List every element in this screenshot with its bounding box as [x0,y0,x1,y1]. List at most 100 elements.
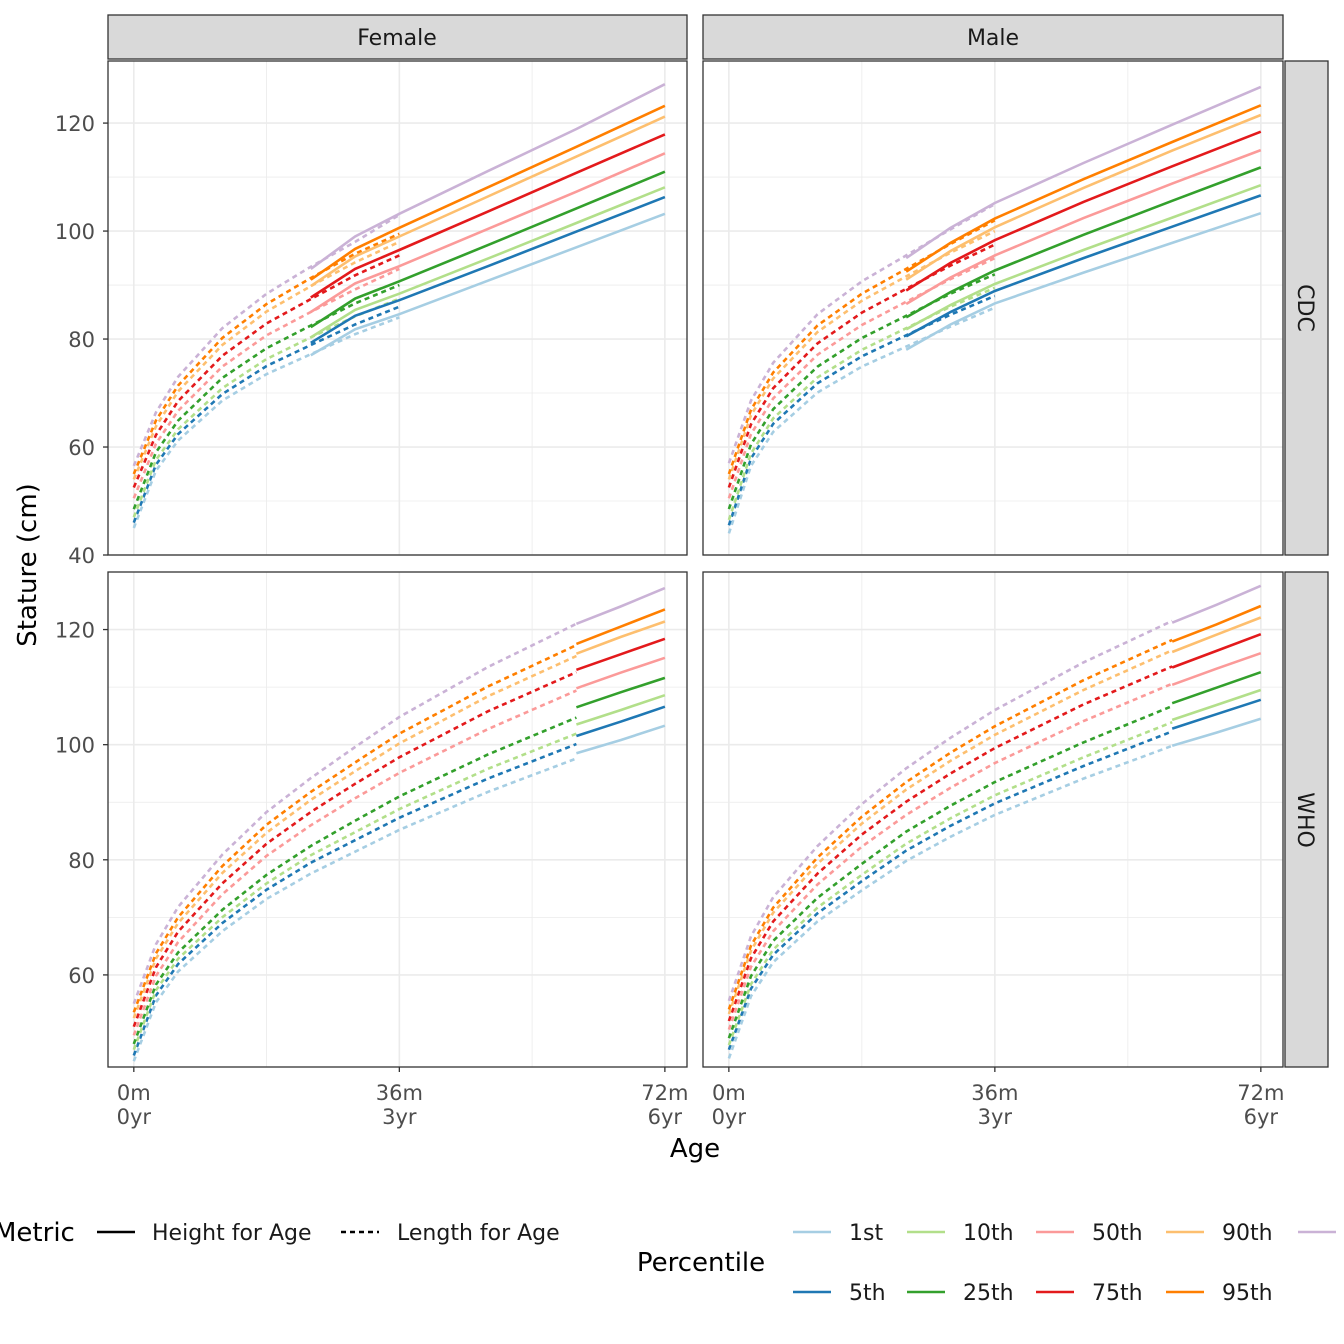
strip-who-bg [1284,571,1329,1068]
height-for-age-line-male-who-p5 [1171,632,1262,669]
height-for-age-line-male-cdc-p8 [905,85,1262,260]
y-tick-label: 100 [55,220,95,244]
height-for-age-line-male-who-p4 [1171,651,1262,687]
x-tick-label-line1: 72m [641,1081,688,1105]
height-for-age-line-female-cdc-p5 [310,133,666,299]
height-for-age-line-male-cdc-p6 [905,113,1262,281]
strip-male-label: Male [967,26,1019,51]
height-for-age-line-male-cdc-p0 [905,211,1262,351]
length-for-age-line-male-who-p8 [727,619,1173,1002]
height-for-age-line-male-who-p8 [1171,584,1262,624]
height-for-age-line-female-cdc-p0 [310,212,666,357]
length-for-age-line-female-who-p8 [132,622,577,1005]
y-tick-label: 80 [68,849,95,873]
height-for-age-line-female-who-p0 [576,724,666,755]
panel-male-cdc [702,60,1284,556]
x-tick-label-line1: 0m [712,1081,746,1105]
legend-label-percentile-7: 95th [1222,1281,1273,1306]
legend-label-percentile-5: 75th [1092,1281,1143,1306]
length-for-age-line-female-cdc-p2 [132,297,400,518]
length-for-age-line-female-cdc-p6 [132,240,400,480]
height-for-age-line-female-cdc-p7 [310,104,666,281]
x-tick-label-line2: 0yr [712,1105,747,1129]
height-for-age-line-male-who-p2 [1171,688,1262,722]
height-for-age-line-male-cdc-p5 [905,130,1262,292]
x-tick-label-line1: 72m [1237,1081,1284,1105]
length-for-age-line-female-cdc-p4 [132,267,400,499]
height-for-age-line-female-who-p2 [575,693,666,726]
legend-percentile-items: 1st 5th 10th 25th 50th 75th 90th 95th [793,1221,1336,1306]
length-for-age-line-male-who-p3 [727,704,1173,1039]
length-for-age-line-female-cdc-p0 [132,316,400,529]
panel-bg-male-cdc [703,61,1283,555]
height-for-age-line-female-cdc-p3 [310,170,666,329]
height-for-age-line-female-who-p5 [575,637,666,672]
x-tick-label-line2: 3yr [382,1105,417,1129]
y-tick-label: 120 [55,619,95,643]
length-for-age-line-male-who-p1 [727,730,1173,1051]
panel-border-male-who [702,571,1284,1068]
length-for-age-line-male-who-p0 [727,744,1173,1059]
length-for-age-line-female-cdc-p3 [132,283,400,510]
legend-label-percentile-6: 90th [1222,1221,1273,1246]
height-for-age-line-female-cdc-p2 [310,186,666,339]
height-for-age-line-female-who-p8 [575,586,666,626]
y-tick-label: 80 [68,328,95,352]
legend-metric-title: Metric [0,1218,75,1248]
length-for-age-line-female-who-p4 [132,689,577,1036]
length-for-age-line-female-who-p3 [132,716,577,1045]
x-tick-label-line2: 6yr [648,1105,683,1129]
length-for-age-line-male-who-p5 [727,665,1173,1022]
strip-male-bg [702,14,1284,60]
height-for-age-line-female-who-p3 [575,676,666,709]
strip-female-bg [107,14,688,60]
x-tick-label-line2: 6yr [1244,1105,1279,1129]
x-tick-label-line1: 36m [376,1081,423,1105]
length-for-age-line-female-who-p1 [132,742,577,1056]
strip-cdc-label: CDC [1292,284,1317,332]
length-for-age-line-female-cdc-p5 [132,254,400,489]
x-tick-label-line2: 0yr [117,1105,152,1129]
height-for-age-line-male-cdc-p1 [905,194,1262,338]
length-for-age-line-female-who-p6 [132,654,577,1019]
y-axis-title: Stature (cm) [13,483,43,647]
facet-panels: 40608010012060801001200m0yr36m3yr72m6yr0… [55,60,1284,1129]
height-for-age-line-female-cdc-p6 [310,115,666,288]
x-tick-label-line1: 36m [971,1081,1018,1105]
legend-label-percentile-2: 10th [963,1221,1014,1246]
panel-female-cdc: 40 60 80 100 120 [55,60,688,568]
height-for-age-line-female-cdc-p4 [310,152,666,314]
height-for-age-line-male-cdc-p3 [905,166,1262,319]
height-for-age-line-male-cdc-p2 [905,183,1262,331]
height-for-age-line-female-who-p6 [575,620,666,655]
strip-who-label: WHO [1292,792,1317,848]
height-for-age-line-female-who-p1 [575,705,666,738]
height-for-age-line-female-cdc-p1 [310,195,666,344]
y-tick-label: 40 [68,544,95,568]
legend-label-percentile-3: 25th [963,1281,1014,1306]
height-for-age-line-male-cdc-p7 [905,104,1262,273]
height-for-age-line-female-who-p4 [575,656,666,690]
height-for-age-line-male-who-p7 [1171,604,1262,643]
height-for-age-line-male-who-p0 [1171,717,1262,748]
height-for-age-line-male-who-p3 [1171,670,1262,705]
panel-bg-female-who [108,572,687,1067]
length-for-age-line-female-cdc-p7 [132,232,400,475]
length-for-age-line-male-who-p2 [727,720,1173,1046]
y-tick-label: 60 [68,436,95,460]
length-for-age-line-male-cdc-p6 [727,229,996,480]
legend-label-length-for-age: Length for Age [397,1221,560,1246]
length-for-age-line-female-cdc-p1 [132,305,400,524]
height-for-age-line-male-who-p6 [1171,616,1262,654]
length-for-age-line-male-cdc-p2 [727,286,996,521]
height-for-age-line-female-who-p7 [575,608,666,646]
y-tick-label: 120 [55,112,95,136]
legend-label-height-for-age: Height for Age [152,1221,312,1246]
length-for-age-line-male-who-p6 [727,649,1173,1015]
length-for-age-line-female-who-p5 [132,671,577,1028]
panel-bg-male-who [703,572,1283,1067]
x-tick-label-line2: 3yr [978,1105,1013,1129]
panel-border-female-who [107,571,688,1068]
